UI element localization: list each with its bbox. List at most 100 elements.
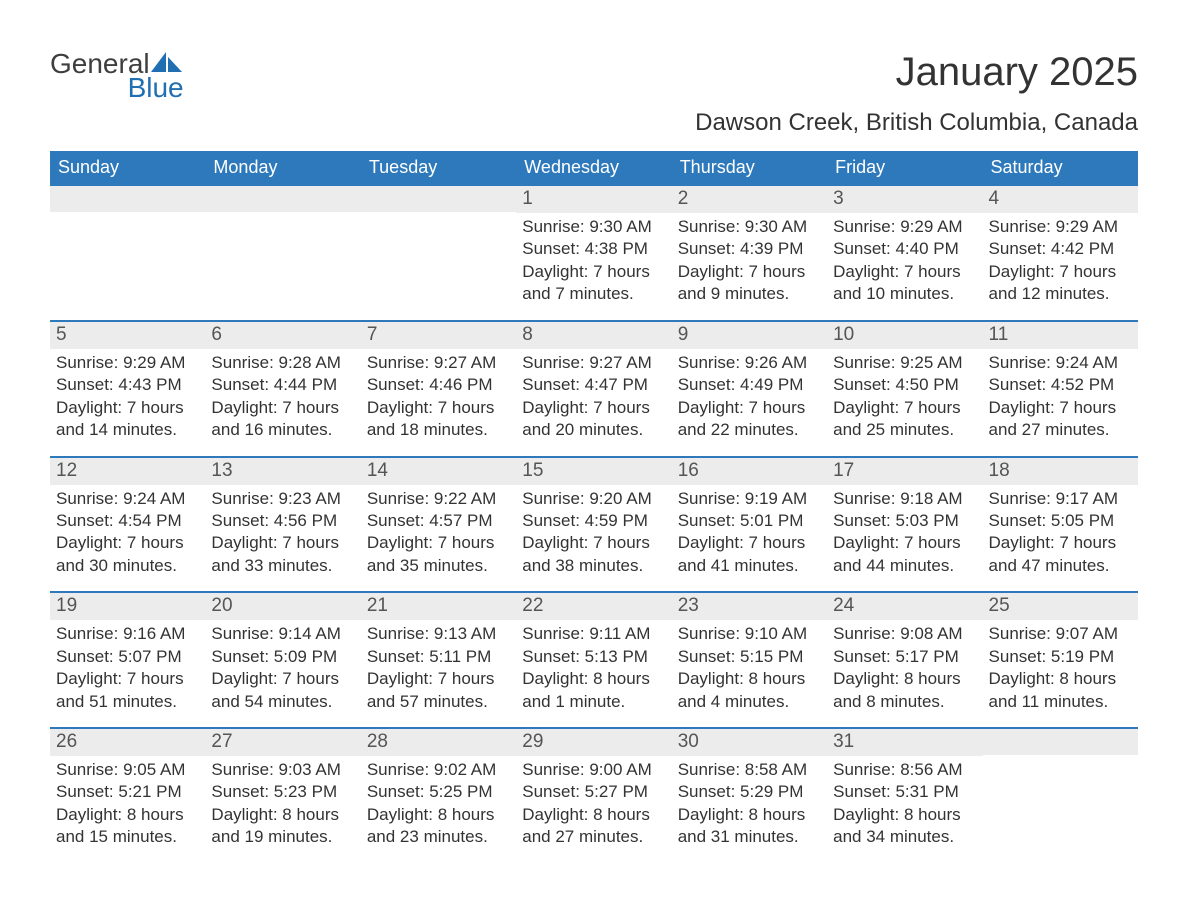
day-body: Sunrise: 8:58 AMSunset: 5:29 PMDaylight:… <box>672 756 827 863</box>
daylight-text: Daylight: 7 hours and 54 minutes. <box>211 668 354 713</box>
day-number <box>50 186 205 212</box>
sunrise-text: Sunrise: 9:20 AM <box>522 488 665 510</box>
daylight-text: Daylight: 7 hours and 30 minutes. <box>56 532 199 577</box>
sunset-text: Sunset: 4:49 PM <box>678 374 821 396</box>
sunset-text: Sunset: 4:43 PM <box>56 374 199 396</box>
day-number: 23 <box>672 593 827 620</box>
day-body: Sunrise: 9:11 AMSunset: 5:13 PMDaylight:… <box>516 620 671 727</box>
sunset-text: Sunset: 4:57 PM <box>367 510 510 532</box>
week-row: 26Sunrise: 9:05 AMSunset: 5:21 PMDayligh… <box>50 727 1138 863</box>
sunset-text: Sunset: 4:42 PM <box>989 238 1132 260</box>
sunrise-text: Sunrise: 9:07 AM <box>989 623 1132 645</box>
day-cell: 31Sunrise: 8:56 AMSunset: 5:31 PMDayligh… <box>827 729 982 863</box>
sunrise-text: Sunrise: 9:27 AM <box>522 352 665 374</box>
day-body <box>361 212 516 229</box>
sunrise-text: Sunrise: 9:27 AM <box>367 352 510 374</box>
sunset-text: Sunset: 5:31 PM <box>833 781 976 803</box>
daylight-text: Daylight: 7 hours and 7 minutes. <box>522 261 665 306</box>
day-body: Sunrise: 9:28 AMSunset: 4:44 PMDaylight:… <box>205 349 360 456</box>
daylight-text: Daylight: 8 hours and 34 minutes. <box>833 804 976 849</box>
day-body: Sunrise: 9:14 AMSunset: 5:09 PMDaylight:… <box>205 620 360 727</box>
day-cell: 13Sunrise: 9:23 AMSunset: 4:56 PMDayligh… <box>205 458 360 592</box>
day-body: Sunrise: 9:29 AMSunset: 4:40 PMDaylight:… <box>827 213 982 320</box>
sunrise-text: Sunrise: 9:14 AM <box>211 623 354 645</box>
day-body: Sunrise: 9:02 AMSunset: 5:25 PMDaylight:… <box>361 756 516 863</box>
day-number: 27 <box>205 729 360 756</box>
day-number: 6 <box>205 322 360 349</box>
daylight-text: Daylight: 8 hours and 11 minutes. <box>989 668 1132 713</box>
day-body: Sunrise: 9:13 AMSunset: 5:11 PMDaylight:… <box>361 620 516 727</box>
daylight-text: Daylight: 7 hours and 16 minutes. <box>211 397 354 442</box>
daylight-text: Daylight: 7 hours and 51 minutes. <box>56 668 199 713</box>
day-body: Sunrise: 9:17 AMSunset: 5:05 PMDaylight:… <box>983 485 1138 592</box>
daylight-text: Daylight: 7 hours and 44 minutes. <box>833 532 976 577</box>
sunrise-text: Sunrise: 9:00 AM <box>522 759 665 781</box>
day-number: 1 <box>516 186 671 213</box>
sunrise-text: Sunrise: 9:17 AM <box>989 488 1132 510</box>
daylight-text: Daylight: 8 hours and 8 minutes. <box>833 668 976 713</box>
sunrise-text: Sunrise: 9:26 AM <box>678 352 821 374</box>
day-cell: 12Sunrise: 9:24 AMSunset: 4:54 PMDayligh… <box>50 458 205 592</box>
day-number: 18 <box>983 458 1138 485</box>
sunrise-text: Sunrise: 9:30 AM <box>522 216 665 238</box>
daylight-text: Daylight: 7 hours and 9 minutes. <box>678 261 821 306</box>
daylight-text: Daylight: 7 hours and 14 minutes. <box>56 397 199 442</box>
sunrise-text: Sunrise: 9:05 AM <box>56 759 199 781</box>
day-cell: 28Sunrise: 9:02 AMSunset: 5:25 PMDayligh… <box>361 729 516 863</box>
day-body: Sunrise: 9:29 AMSunset: 4:43 PMDaylight:… <box>50 349 205 456</box>
day-cell: 8Sunrise: 9:27 AMSunset: 4:47 PMDaylight… <box>516 322 671 456</box>
day-cell <box>983 729 1138 863</box>
daylight-text: Daylight: 7 hours and 38 minutes. <box>522 532 665 577</box>
sunset-text: Sunset: 5:23 PM <box>211 781 354 803</box>
sunset-text: Sunset: 5:05 PM <box>989 510 1132 532</box>
day-cell: 19Sunrise: 9:16 AMSunset: 5:07 PMDayligh… <box>50 593 205 727</box>
day-cell: 25Sunrise: 9:07 AMSunset: 5:19 PMDayligh… <box>983 593 1138 727</box>
day-cell <box>50 186 205 320</box>
day-number: 19 <box>50 593 205 620</box>
daylight-text: Daylight: 7 hours and 47 minutes. <box>989 532 1132 577</box>
sunset-text: Sunset: 5:15 PM <box>678 646 821 668</box>
day-number: 9 <box>672 322 827 349</box>
daylight-text: Daylight: 7 hours and 10 minutes. <box>833 261 976 306</box>
day-number: 13 <box>205 458 360 485</box>
day-number: 22 <box>516 593 671 620</box>
sunset-text: Sunset: 4:54 PM <box>56 510 199 532</box>
sunset-text: Sunset: 4:40 PM <box>833 238 976 260</box>
day-number: 12 <box>50 458 205 485</box>
day-cell: 10Sunrise: 9:25 AMSunset: 4:50 PMDayligh… <box>827 322 982 456</box>
day-body: Sunrise: 8:56 AMSunset: 5:31 PMDaylight:… <box>827 756 982 863</box>
day-of-week: Tuesday <box>361 151 516 186</box>
sunrise-text: Sunrise: 9:19 AM <box>678 488 821 510</box>
week-row: 12Sunrise: 9:24 AMSunset: 4:54 PMDayligh… <box>50 456 1138 592</box>
day-cell: 11Sunrise: 9:24 AMSunset: 4:52 PMDayligh… <box>983 322 1138 456</box>
sunset-text: Sunset: 5:19 PM <box>989 646 1132 668</box>
daylight-text: Daylight: 7 hours and 41 minutes. <box>678 532 821 577</box>
day-body: Sunrise: 9:10 AMSunset: 5:15 PMDaylight:… <box>672 620 827 727</box>
sunrise-text: Sunrise: 9:13 AM <box>367 623 510 645</box>
day-body: Sunrise: 9:25 AMSunset: 4:50 PMDaylight:… <box>827 349 982 456</box>
sunrise-text: Sunrise: 9:18 AM <box>833 488 976 510</box>
day-number: 31 <box>827 729 982 756</box>
daylight-text: Daylight: 7 hours and 22 minutes. <box>678 397 821 442</box>
day-cell: 3Sunrise: 9:29 AMSunset: 4:40 PMDaylight… <box>827 186 982 320</box>
daylight-text: Daylight: 8 hours and 31 minutes. <box>678 804 821 849</box>
day-of-week: Monday <box>205 151 360 186</box>
day-cell: 7Sunrise: 9:27 AMSunset: 4:46 PMDaylight… <box>361 322 516 456</box>
month-title: January 2025 <box>695 50 1138 95</box>
sunset-text: Sunset: 5:25 PM <box>367 781 510 803</box>
day-number: 30 <box>672 729 827 756</box>
title-block: January 2025 Dawson Creek, British Colum… <box>695 50 1138 145</box>
sunrise-text: Sunrise: 9:25 AM <box>833 352 976 374</box>
day-body: Sunrise: 9:16 AMSunset: 5:07 PMDaylight:… <box>50 620 205 727</box>
sunset-text: Sunset: 5:07 PM <box>56 646 199 668</box>
day-body: Sunrise: 9:24 AMSunset: 4:54 PMDaylight:… <box>50 485 205 592</box>
week-row: 5Sunrise: 9:29 AMSunset: 4:43 PMDaylight… <box>50 320 1138 456</box>
day-cell: 16Sunrise: 9:19 AMSunset: 5:01 PMDayligh… <box>672 458 827 592</box>
day-cell: 6Sunrise: 9:28 AMSunset: 4:44 PMDaylight… <box>205 322 360 456</box>
sunset-text: Sunset: 5:01 PM <box>678 510 821 532</box>
daylight-text: Daylight: 7 hours and 33 minutes. <box>211 532 354 577</box>
day-cell: 26Sunrise: 9:05 AMSunset: 5:21 PMDayligh… <box>50 729 205 863</box>
day-number <box>983 729 1138 755</box>
day-of-week: Friday <box>827 151 982 186</box>
day-body: Sunrise: 9:18 AMSunset: 5:03 PMDaylight:… <box>827 485 982 592</box>
